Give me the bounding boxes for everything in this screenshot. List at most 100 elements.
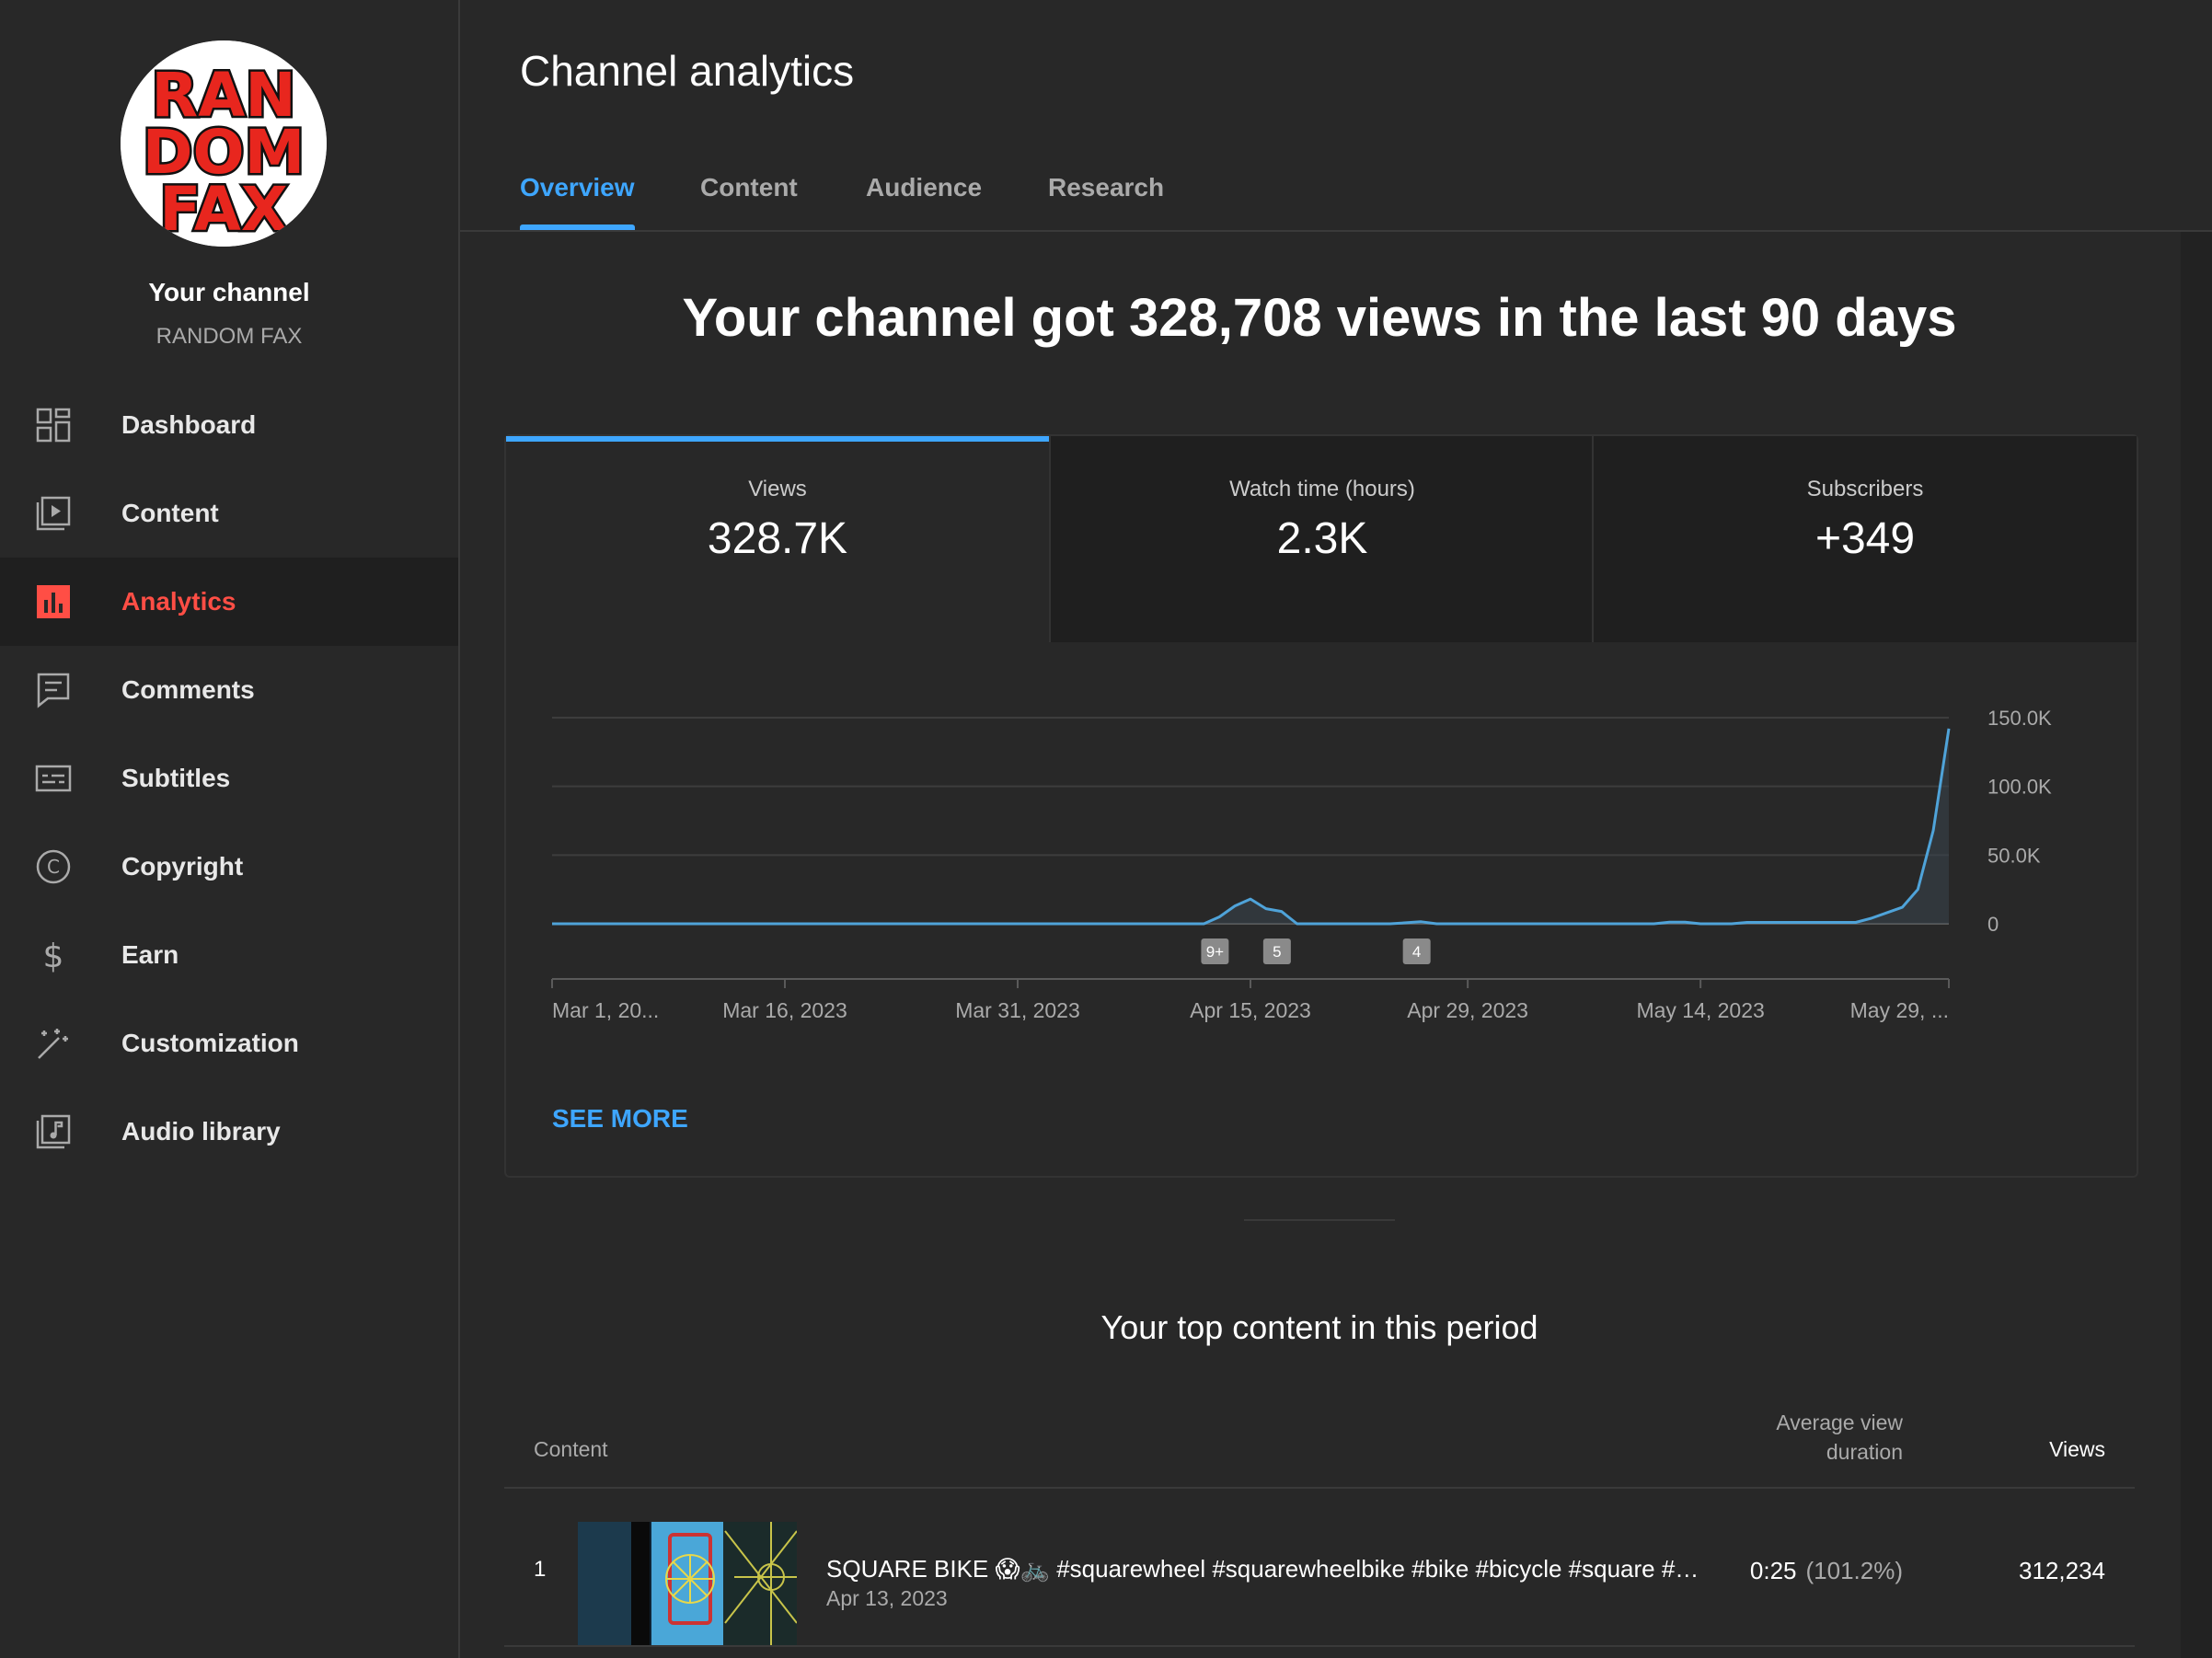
thumbnail-image	[578, 1522, 797, 1645]
dashboard-icon	[35, 407, 72, 443]
tab-content[interactable]: Content	[700, 173, 798, 230]
tab-research[interactable]: Research	[1048, 173, 1164, 230]
row-rank: 1	[534, 1557, 547, 1582]
comments-icon	[35, 672, 72, 708]
sidebar-item-label: Earn	[121, 940, 179, 969]
table-row[interactable]: 1 SQUARE BIKE 😱	[504, 1489, 2135, 1645]
x-tick-label: Mar 1, 20...	[552, 998, 659, 1022]
analytics-icon	[35, 583, 72, 620]
copyright-icon: C	[35, 848, 72, 885]
column-header-views[interactable]: Views	[2049, 1437, 2105, 1461]
y-tick-label: 150.0K	[1987, 707, 2052, 730]
content-icon	[35, 495, 72, 532]
x-tick-label: May 14, 2023	[1636, 998, 1764, 1022]
customization-icon	[35, 1025, 72, 1062]
column-header-line: duration	[1826, 1440, 1903, 1464]
x-tick-label: Mar 16, 2023	[722, 998, 847, 1022]
sidebar-item-subtitles[interactable]: Subtitles	[0, 734, 458, 823]
table-row-divider	[504, 1645, 2135, 1647]
channel-avatar[interactable]: RAN DOM FAX	[121, 40, 327, 247]
svg-text:C: C	[47, 856, 60, 878]
table-header-divider	[504, 1487, 2135, 1489]
sidebar-item-label: Customization	[121, 1029, 299, 1057]
sidebar-item-content[interactable]: Content	[0, 469, 458, 558]
x-tick-label: Apr 15, 2023	[1190, 998, 1311, 1022]
tab-bar: Overview Content Audience Research	[458, 138, 2212, 232]
views-chart[interactable]: 150.0K 100.0K 50.0K 0 Mar 1, 20... Mar 16, 20…	[506, 642, 2137, 1084]
y-tick-label: 50.0K	[1987, 844, 2041, 867]
publish-marker	[1201, 938, 1229, 964]
avd-value: 0:25	[1749, 1557, 1797, 1584]
metric-value: 328.7K	[707, 514, 848, 563]
x-tick-label: Apr 29, 2023	[1407, 998, 1528, 1022]
sidebar-item-analytics[interactable]: Analytics	[0, 558, 458, 646]
column-header-line: Average view	[1776, 1410, 1903, 1434]
views-area	[552, 728, 1949, 924]
y-tick-label: 100.0K	[1987, 776, 2052, 799]
sidebar-item-customization[interactable]: Customization	[0, 999, 458, 1088]
page-title: Channel analytics	[520, 47, 855, 95]
sidebar-item-label: Copyright	[121, 852, 244, 881]
metric-value: 2.3K	[1276, 514, 1368, 563]
scrollbar[interactable]	[2181, 232, 2212, 1658]
metric-tab-views[interactable]: Views 328.7K	[506, 436, 1049, 642]
views-chart-svg: 150.0K 100.0K 50.0K 0 Mar 1, 20... Mar 16, 20…	[551, 707, 2052, 1022]
tab-label: Content	[700, 173, 798, 201]
metric-tab-subscribers[interactable]: Subscribers +349	[1592, 436, 2137, 642]
metric-value: +349	[1815, 514, 1916, 563]
publish-marker-label: 9+	[1206, 943, 1224, 961]
channel-logo: RAN DOM FAX	[121, 40, 327, 247]
sidebar-item-label: Content	[121, 499, 219, 527]
column-header-average-view-duration[interactable]: Average view duration	[1719, 1408, 1903, 1467]
x-tick-label: Mar 31, 2023	[955, 998, 1080, 1022]
video-thumbnail[interactable]	[578, 1522, 797, 1645]
tab-label: Audience	[866, 173, 983, 201]
metric-label: Subscribers	[1806, 477, 1924, 501]
sidebar: RAN DOM FAX Your channel RANDOM FAX Dash…	[0, 0, 460, 1658]
publish-marker	[1262, 938, 1291, 964]
sidebar-item-copyright[interactable]: C Copyright	[0, 823, 458, 911]
y-tick-label: 0	[1987, 913, 1999, 936]
publish-marker	[1402, 938, 1431, 964]
average-view-duration: 0:25 (101.2%)	[1750, 1557, 1903, 1585]
sidebar-item-label: Subtitles	[121, 764, 231, 792]
tab-label: Overview	[520, 173, 635, 201]
logo-text-line-3: FAX	[159, 174, 287, 245]
earn-icon: $	[35, 937, 72, 973]
top-content-table: Content Average view duration Views 1	[504, 1399, 2135, 1658]
video-title[interactable]: SQUARE BIKE 😱🚲 #squarewheel #squarewheel…	[826, 1555, 1699, 1583]
video-date: Apr 13, 2023	[826, 1586, 948, 1610]
logo-text-line-1: RAN	[151, 60, 295, 131]
sidebar-item-label: Comments	[121, 675, 255, 704]
svg-text:$: $	[43, 938, 64, 973]
top-content-title: Your top content in this period	[1100, 1308, 1538, 1346]
avd-percentage: (101.2%)	[1805, 1557, 1904, 1584]
publish-marker-label: 4	[1412, 943, 1421, 961]
metric-label: Views	[748, 477, 807, 501]
sidebar-item-audio-library[interactable]: Audio library	[0, 1088, 458, 1176]
subtitles-icon	[35, 760, 72, 797]
sidebar-item-dashboard[interactable]: Dashboard	[0, 381, 458, 469]
metric-label: Watch time (hours)	[1229, 477, 1415, 501]
audio-library-icon	[35, 1113, 72, 1150]
column-header-content[interactable]: Content	[534, 1437, 608, 1461]
views-series-line	[552, 728, 1951, 926]
sidebar-item-label: Audio library	[121, 1117, 281, 1146]
metric-tab-watch-time[interactable]: Watch time (hours) 2.3K	[1049, 436, 1594, 642]
active-metric-indicator	[506, 436, 1049, 442]
logo-text-line-2: DOM	[143, 117, 305, 188]
overview-card: Views 328.7K Watch time (hours) 2.3K Sub…	[504, 434, 2138, 1178]
views-headline: Your channel got 328,708 views in the la…	[682, 288, 1957, 348]
your-channel-label: Your channel	[148, 278, 310, 306]
sidebar-item-earn[interactable]: $ Earn	[0, 911, 458, 999]
tab-overview[interactable]: Overview	[520, 173, 635, 230]
channel-name: RANDOM FAX	[156, 324, 303, 349]
sidebar-item-comments[interactable]: Comments	[0, 646, 458, 734]
publish-marker-label: 5	[1273, 943, 1281, 961]
see-more-button[interactable]: SEE MORE	[552, 1104, 688, 1133]
active-tab-indicator	[520, 225, 635, 230]
x-tick-label: May 29, ...	[1850, 998, 1949, 1022]
tab-label: Research	[1048, 173, 1165, 201]
sidebar-item-label: Analytics	[121, 587, 236, 616]
tab-audience[interactable]: Audience	[866, 173, 982, 230]
